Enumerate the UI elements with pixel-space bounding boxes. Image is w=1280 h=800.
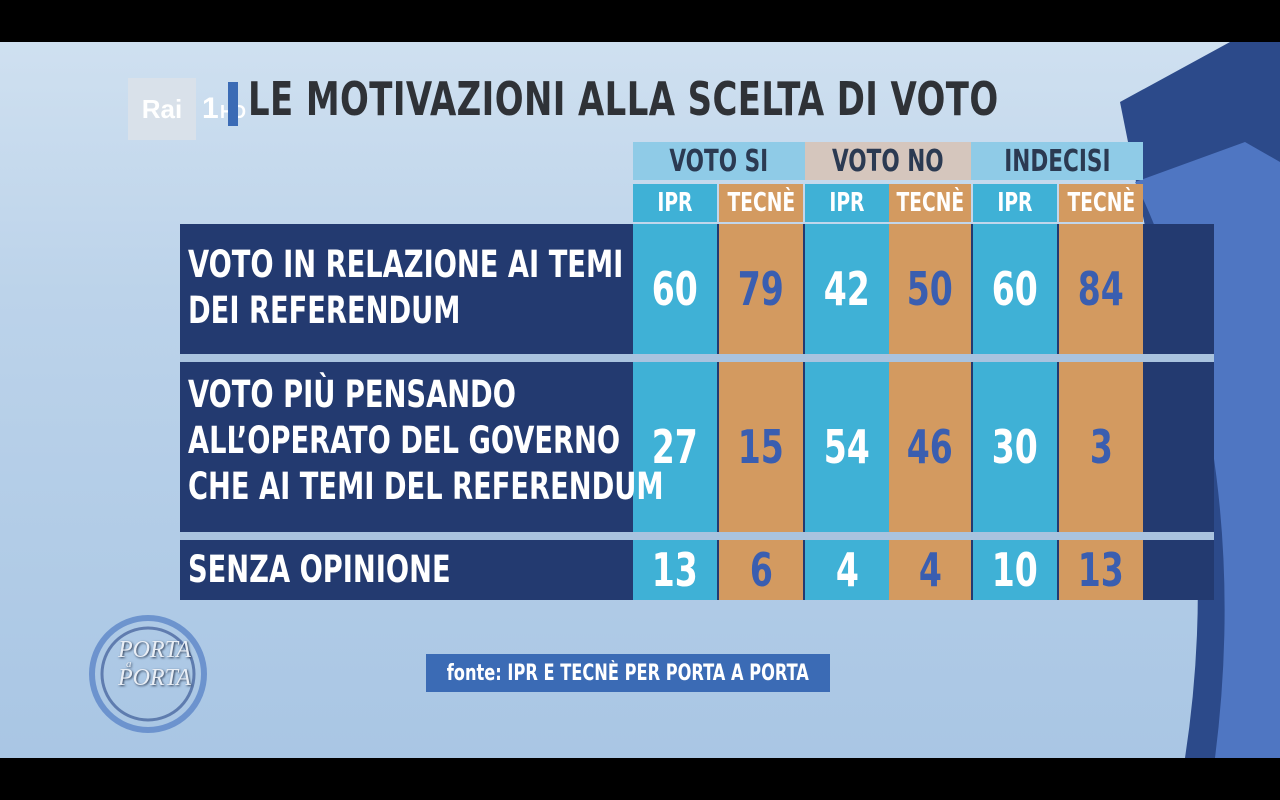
subheader-tecne-si: TECNÈ bbox=[719, 184, 803, 222]
value-cell: 15 bbox=[737, 420, 785, 474]
row-label-2-line-2: ALL’OPERATO DEL GOVERNO bbox=[188, 419, 621, 462]
row-label-1-line-2: DEI REFERENDUM bbox=[188, 289, 461, 332]
row-label-3-line-1: SENZA OPINIONE bbox=[188, 548, 451, 591]
value-cell: 60 bbox=[651, 262, 699, 316]
value-cell: 4 bbox=[918, 543, 942, 597]
porta-a-porta-logo: PORTA a PORTA bbox=[118, 637, 191, 691]
channel-number: 1 bbox=[202, 92, 219, 125]
row-label-2: VOTO PIÙ PENSANDO ALL’OPERATO DEL GOVERN… bbox=[188, 372, 664, 510]
group-header-voto-no: VOTO NO bbox=[805, 142, 971, 180]
rai-logo: Rai bbox=[128, 78, 196, 140]
program-line-2: PORTA bbox=[118, 665, 191, 691]
value-cell: 27 bbox=[651, 420, 699, 474]
value-cell: 50 bbox=[906, 262, 954, 316]
deco-ring-inner bbox=[100, 626, 196, 722]
value-cell: 79 bbox=[737, 262, 785, 316]
value-cell: 3 bbox=[1089, 420, 1113, 474]
channel-name: Rai bbox=[141, 93, 183, 124]
subheader-tecne-no: TECNÈ bbox=[889, 184, 971, 222]
row-separator-1 bbox=[180, 354, 1214, 362]
deco-ring bbox=[89, 615, 207, 733]
subheader-ipr-no: IPR bbox=[805, 184, 889, 222]
program-connector: a bbox=[126, 658, 132, 670]
graphic-title: LE MOTIVAZIONI ALLA SCELTA DI VOTO bbox=[248, 72, 999, 126]
value-cell: 13 bbox=[651, 543, 699, 597]
row-label-1: VOTO IN RELAZIONE AI TEMI DEI REFERENDUM bbox=[188, 242, 623, 334]
group-header-indecisi: INDECISI bbox=[971, 142, 1143, 180]
row-label-2-line-1: VOTO PIÙ PENSANDO bbox=[188, 373, 516, 416]
value-cell: 10 bbox=[991, 543, 1039, 597]
value-cell: 60 bbox=[991, 262, 1039, 316]
value-cell: 30 bbox=[991, 420, 1039, 474]
group-header-voto-si: VOTO SI bbox=[633, 142, 805, 180]
value-cell: 54 bbox=[823, 420, 871, 474]
deco-light-arc bbox=[1135, 142, 1280, 758]
value-cell: 84 bbox=[1077, 262, 1125, 316]
title-accent-bar bbox=[228, 82, 238, 126]
subheader-ipr-si: IPR bbox=[633, 184, 717, 222]
row-label-1-line-1: VOTO IN RELAZIONE AI TEMI bbox=[188, 243, 624, 286]
value-cell: 46 bbox=[906, 420, 954, 474]
row-label-3: SENZA OPINIONE bbox=[188, 547, 451, 593]
row-label-2-line-3: CHE AI TEMI DEL REFERENDUM bbox=[188, 465, 664, 508]
value-cell: 4 bbox=[835, 543, 859, 597]
row-separator-2 bbox=[180, 532, 1214, 540]
subheader-ipr-ind: IPR bbox=[973, 184, 1057, 222]
program-line-1: PORTA bbox=[118, 637, 191, 663]
subheader-tecne-ind: TECNÈ bbox=[1059, 184, 1143, 222]
value-cell: 6 bbox=[749, 543, 773, 597]
source-label: fonte: IPR E TECNÈ PER PORTA A PORTA bbox=[426, 654, 830, 692]
graphic-frame: Rai 1 HD LE MOTIVAZIONI ALLA SCELTA DI V… bbox=[0, 42, 1280, 758]
value-cell: 13 bbox=[1077, 543, 1125, 597]
value-cell: 42 bbox=[823, 262, 871, 316]
